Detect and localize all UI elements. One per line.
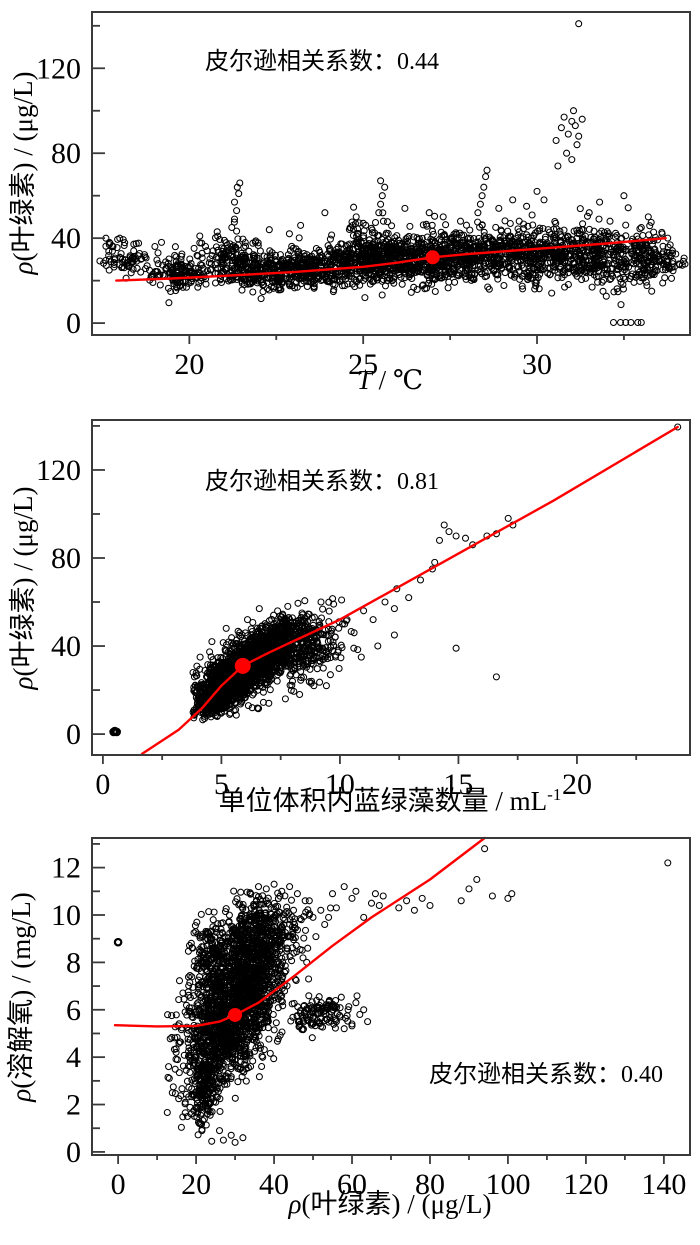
y-tick-label: 6 xyxy=(66,994,81,1027)
x-tick-label: 60 xyxy=(337,1168,367,1201)
x-tick-label: 0 xyxy=(111,1168,126,1201)
x-tick-label: 100 xyxy=(485,1168,530,1201)
axis-ticks xyxy=(92,425,638,764)
y-tick-label: 120 xyxy=(36,454,81,487)
plot-chlorophyll-vs-cyanobacteria-count: 0 5 10 15 20 0 40 80 120 xyxy=(36,419,691,801)
x-tick-label: 30 xyxy=(522,348,552,381)
x-tick-label: 10 xyxy=(325,768,355,801)
pearson-annotation-panel1: 皮尔逊相关系数：0.44 xyxy=(205,48,439,75)
y-tick-label: 40 xyxy=(51,222,81,255)
x-tick-label: 0 xyxy=(95,768,110,801)
trend-line xyxy=(140,425,679,756)
axis-ticks xyxy=(92,24,625,344)
bold-point xyxy=(110,726,120,736)
x-tick-label: 20 xyxy=(181,1168,211,1201)
x-tick-label: 120 xyxy=(563,1168,608,1201)
x-axis-title-panel3: ρ(叶绿素) / (μg/L) xyxy=(288,1189,492,1219)
plot-border xyxy=(91,11,691,336)
trend-line xyxy=(115,236,667,282)
y-tick-label: 120 xyxy=(36,52,81,85)
y-tick-label: 80 xyxy=(51,542,81,575)
x-tick-label: 20 xyxy=(174,348,204,381)
plot-dissolved-oxygen-vs-chlorophyll: 0 20 40 60 80 100 120 140 0 2 4 6 8 10 12 xyxy=(51,836,691,1201)
y-tick-label: 10 xyxy=(51,899,81,932)
x-tick-label: 20 xyxy=(562,768,592,801)
y-tick-label: 0 xyxy=(66,1136,81,1169)
trend-line xyxy=(113,836,486,1028)
y-tick-label: 12 xyxy=(51,852,81,885)
plot-border xyxy=(91,419,691,756)
x-tick-label: 25 xyxy=(348,348,378,381)
axis-ticks xyxy=(92,843,665,1164)
trend-mean-dot xyxy=(228,1007,243,1022)
x-tick-label: 80 xyxy=(415,1168,445,1201)
x-axis-title-panel1: T / ℃ xyxy=(357,365,423,395)
y-tick-label: 4 xyxy=(66,1041,81,1074)
bold-point xyxy=(113,937,123,947)
y-axis-title-panel1: ρ(叶绿素) / (μg/L) xyxy=(8,72,38,276)
x-tick-label: 15 xyxy=(443,768,473,801)
x-tick-label: 40 xyxy=(259,1168,289,1201)
trend-mean-dot xyxy=(425,250,440,265)
y-tick-label: 80 xyxy=(51,137,81,170)
x-tick-label: 5 xyxy=(214,768,229,801)
y-tick-label: 40 xyxy=(51,630,81,663)
plot-chlorophyll-vs-temperature: 20 25 30 0 40 80 120 xyxy=(36,11,691,381)
y-tick-label: 8 xyxy=(66,946,81,979)
scatter-points xyxy=(96,20,689,327)
pearson-annotation-panel2: 皮尔逊相关系数：0.81 xyxy=(205,468,439,495)
y-tick-label: 0 xyxy=(66,307,81,340)
scatter-points xyxy=(113,845,672,1146)
y-tick-label: 2 xyxy=(66,1089,81,1122)
x-axis-title-panel2: 单位体积内蓝绿藻数量 / mL-1 xyxy=(219,785,562,816)
pearson-annotation-panel3: 皮尔逊相关系数：0.40 xyxy=(429,1061,663,1088)
y-axis-title-panel3: ρ(溶解氧) / (mg/L) xyxy=(6,892,36,1102)
x-tick-label: 140 xyxy=(641,1168,686,1201)
plot-border xyxy=(91,837,691,1156)
trend-mean-dot xyxy=(234,657,251,674)
y-tick-label: 0 xyxy=(66,718,81,751)
y-axis-title-panel2: ρ(叶绿素) / (μg/L) xyxy=(8,487,38,691)
